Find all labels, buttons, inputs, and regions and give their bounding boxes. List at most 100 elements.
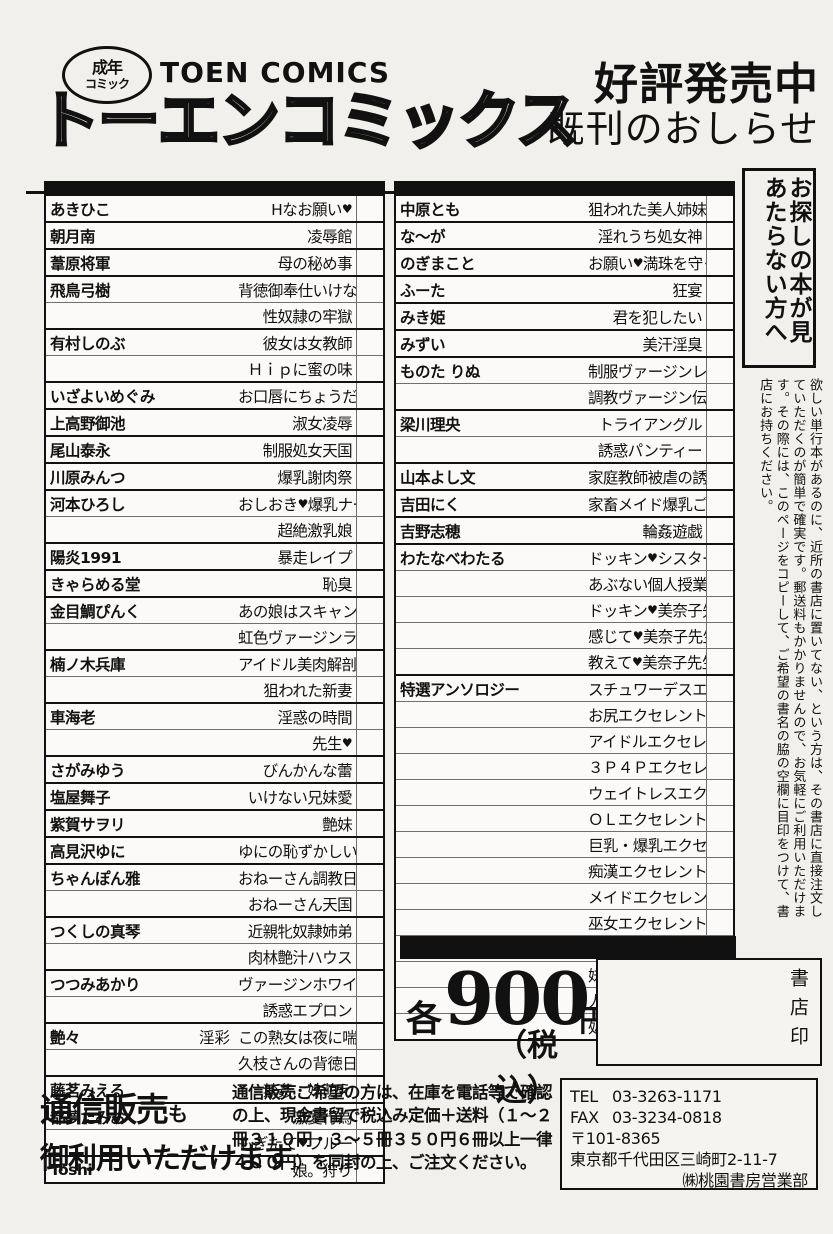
row-checkbox-cell[interactable]: [706, 248, 733, 277]
row-checkbox-cell[interactable]: [356, 890, 383, 918]
row-checkbox-cell[interactable]: [356, 516, 383, 544]
row-checkbox-cell[interactable]: [706, 753, 733, 780]
row-checkbox-cell[interactable]: [356, 809, 383, 838]
row-checkbox-cell[interactable]: [356, 782, 383, 811]
row-checkbox-cell[interactable]: [706, 727, 733, 754]
row-title: 爆乳謝肉祭: [234, 462, 357, 491]
row-checkbox-cell[interactable]: [356, 355, 383, 383]
row-checkbox-cell[interactable]: [356, 462, 383, 491]
row-checkbox-cell[interactable]: [706, 221, 733, 250]
row-checkbox-cell[interactable]: [356, 729, 383, 757]
row-checkbox-cell[interactable]: [706, 462, 733, 491]
row-author: わたなべわたる: [396, 543, 532, 571]
row-checkbox-cell[interactable]: [356, 435, 383, 464]
row-title: トライアングル: [584, 409, 707, 437]
row-author: 吉野志穂: [396, 516, 532, 545]
row-checkbox-cell[interactable]: [706, 516, 733, 545]
row-checkbox-cell[interactable]: [356, 1155, 383, 1182]
row-subtitle: [182, 462, 234, 491]
row-checkbox-cell[interactable]: [706, 570, 733, 597]
row-author: [46, 355, 182, 383]
row-checkbox-cell[interactable]: [356, 623, 383, 651]
row-checkbox-cell[interactable]: [706, 674, 733, 702]
row-checkbox-cell[interactable]: [706, 883, 733, 910]
row-checkbox-cell[interactable]: [356, 569, 383, 598]
row-checkbox-cell[interactable]: [356, 996, 383, 1024]
row-checkbox-cell[interactable]: [706, 857, 733, 884]
bookstore-stamp-box[interactable]: 書店印: [596, 958, 822, 1066]
bookstore-stamp-label: 書店印: [787, 968, 809, 1055]
row-checkbox-cell[interactable]: [356, 248, 383, 277]
row-subtitle: [532, 221, 584, 250]
row-subtitle: [182, 755, 234, 784]
row-checkbox-cell[interactable]: [706, 909, 733, 936]
row-checkbox-cell[interactable]: [356, 676, 383, 704]
row-checkbox-cell[interactable]: [706, 701, 733, 728]
row-checkbox-cell[interactable]: [706, 596, 733, 623]
row-checkbox-cell[interactable]: [706, 409, 733, 437]
row-checkbox-cell[interactable]: [356, 969, 383, 997]
table-row: 尾山泰永 制服処女天国: [46, 435, 383, 464]
row-checkbox-cell[interactable]: [356, 489, 383, 517]
row-checkbox-cell[interactable]: [356, 328, 383, 356]
row-checkbox-cell[interactable]: [706, 329, 733, 358]
row-title: アイドル美肉解剖: [234, 649, 357, 677]
table-row: 楠ノ木兵庫 アイドル美肉解剖: [46, 649, 383, 677]
row-checkbox-cell[interactable]: [356, 302, 383, 330]
row-checkbox-cell[interactable]: [706, 436, 733, 464]
row-author: あきひこ: [46, 194, 182, 223]
row-title: もぎたて♥フルーツボディ: [234, 1129, 357, 1157]
row-checkbox-cell[interactable]: [356, 836, 383, 865]
row-checkbox-cell[interactable]: [356, 1049, 383, 1077]
row-checkbox-cell[interactable]: [356, 542, 383, 571]
row-checkbox-cell[interactable]: [706, 779, 733, 806]
table-row: さがみゆう びんかんな蕾: [46, 755, 383, 784]
row-checkbox-cell[interactable]: [356, 916, 383, 944]
row-title: 感じて♥美奈子先生: [584, 622, 707, 649]
row-checkbox-cell[interactable]: [356, 755, 383, 784]
row-checkbox-cell[interactable]: [706, 831, 733, 858]
row-title: ドッキン♥シスター美奈子: [584, 543, 707, 571]
row-checkbox-cell[interactable]: [706, 275, 733, 304]
table-row: もぎたて♥フルーツボディ: [46, 1129, 383, 1157]
row-checkbox-cell[interactable]: [706, 302, 733, 331]
row-subtitle: [182, 221, 234, 250]
row-author: な〜が: [396, 221, 532, 250]
row-checkbox-cell[interactable]: [356, 194, 383, 223]
row-checkbox-cell[interactable]: [706, 622, 733, 649]
row-title: おねーさん天国: [234, 890, 357, 918]
row-checkbox-cell[interactable]: [356, 1022, 383, 1050]
row-checkbox-cell[interactable]: [356, 1075, 383, 1104]
row-title: ドッキン♥美奈子先生: [584, 596, 707, 623]
row-checkbox-cell[interactable]: [706, 648, 733, 676]
row-subtitle: [182, 943, 234, 971]
row-checkbox-cell[interactable]: [706, 194, 733, 223]
row-subtitle: [182, 302, 234, 330]
row-title: いけない兄妹愛: [234, 782, 357, 811]
row-checkbox-cell[interactable]: [356, 275, 383, 303]
row-checkbox-cell[interactable]: [356, 863, 383, 891]
row-title: 教えて♥美奈子先生: [584, 648, 707, 676]
row-checkbox-cell[interactable]: [356, 702, 383, 730]
contact-fax-value: 03-3234-0818: [612, 1108, 722, 1128]
row-checkbox-cell[interactable]: [706, 383, 733, 411]
row-checkbox-cell[interactable]: [356, 408, 383, 437]
row-checkbox-cell[interactable]: [356, 1102, 383, 1130]
row-checkbox-cell[interactable]: [706, 489, 733, 518]
row-checkbox-cell[interactable]: [356, 649, 383, 677]
row-checkbox-cell[interactable]: [356, 943, 383, 971]
row-subtitle: [532, 570, 584, 597]
row-checkbox-cell[interactable]: [356, 381, 383, 410]
row-subtitle: [182, 328, 234, 356]
contact-address: 東京都千代田区三崎町2-11-7: [570, 1150, 778, 1170]
row-checkbox-cell[interactable]: [706, 543, 733, 571]
row-author: [46, 676, 182, 704]
row-author: [396, 779, 532, 806]
row-checkbox-cell[interactable]: [356, 221, 383, 250]
table-row: ものた りぬ 制服ヴァージンレイプ: [396, 356, 733, 384]
row-checkbox-cell[interactable]: [706, 805, 733, 832]
price-prefix: 各: [406, 998, 443, 1040]
row-checkbox-cell[interactable]: [356, 596, 383, 624]
row-subtitle: [532, 622, 584, 649]
row-checkbox-cell[interactable]: [706, 356, 733, 384]
